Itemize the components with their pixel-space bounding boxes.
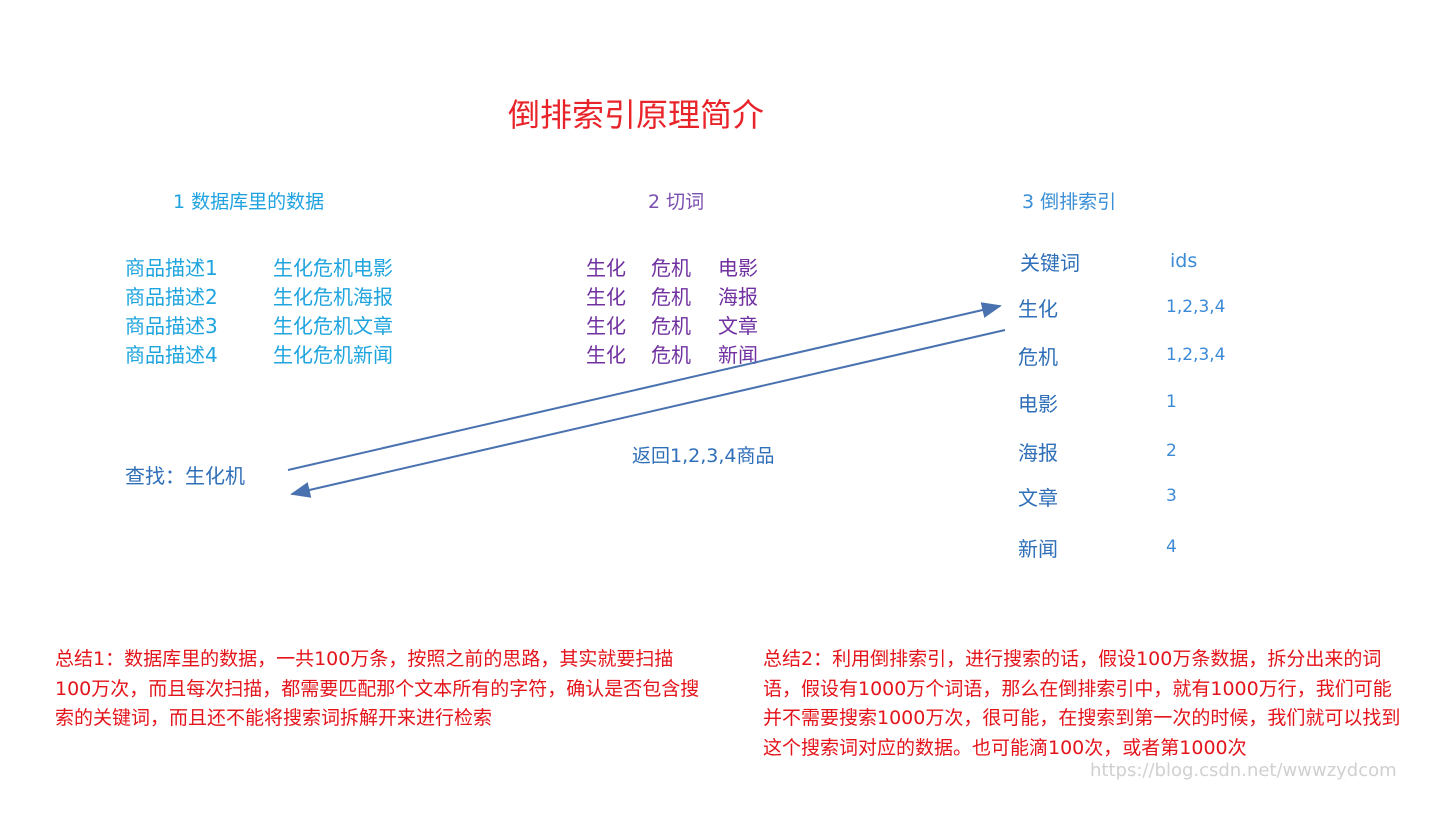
index-ids: 1,2,3,4: [1166, 297, 1226, 317]
index-ids: 2: [1166, 441, 1177, 461]
index-ids: 1: [1166, 392, 1177, 412]
db-data-list: 商品描述1 生化危机电影 商品描述2 生化危机海报 商品描述3 生化危机文章 商品描述…: [125, 254, 393, 370]
db-row: 商品描述2 生化危机海报: [125, 285, 393, 309]
section1-heading: 1 数据库里的数据: [173, 191, 325, 213]
return-label: 返回1,2,3,4商品: [632, 445, 775, 467]
db-row: 商品描述3 生化危机文章: [125, 314, 393, 338]
index-keyword: 电影: [1018, 392, 1058, 416]
db-row: 商品描述1 生化危机电影: [125, 256, 393, 280]
query-arrow: [287, 302, 1002, 471]
summary-2: 总结2：利用倒排索引，进行搜索的话，假设100万条数据，拆分出来的词语，假设有1…: [763, 648, 1401, 759]
diagram-title: 倒排索引原理简介: [508, 96, 765, 134]
cut-row: 生化 危机 文章: [586, 314, 758, 338]
index-keyword: 危机: [1018, 345, 1058, 369]
query-label: 查找：生化机: [125, 464, 245, 488]
keyword-column-header: 关键词: [1020, 251, 1080, 275]
ids-column-header: ids: [1170, 250, 1198, 272]
summary-1: 总结1：数据库里的数据，一共100万条，按照之前的思路，其实就要扫描100万次，…: [55, 648, 700, 729]
return-arrow: [290, 329, 1006, 498]
cut-row: 生化 危机 新闻: [586, 343, 758, 367]
cut-words-list: 生化 危机 电影 生化 危机 海报 生化 危机 文章 生化 危机 新闻: [586, 254, 758, 370]
index-keyword: 生化: [1018, 297, 1058, 321]
index-keyword: 新闻: [1018, 537, 1058, 561]
watermark: https://blog.csdn.net/wwwzydcom: [1090, 760, 1397, 781]
db-row: 商品描述4 生化危机新闻: [125, 343, 393, 367]
index-keyword: 文章: [1018, 486, 1058, 510]
index-ids: 1,2,3,4: [1166, 345, 1226, 365]
cut-row: 生化 危机 海报: [586, 285, 758, 309]
section3-heading: 3 倒排索引: [1022, 191, 1117, 213]
index-ids: 4: [1166, 537, 1177, 557]
index-keyword: 海报: [1018, 441, 1058, 465]
index-ids: 3: [1166, 486, 1177, 506]
cut-row: 生化 危机 电影: [586, 256, 758, 280]
section2-heading: 2 切词: [648, 191, 705, 213]
